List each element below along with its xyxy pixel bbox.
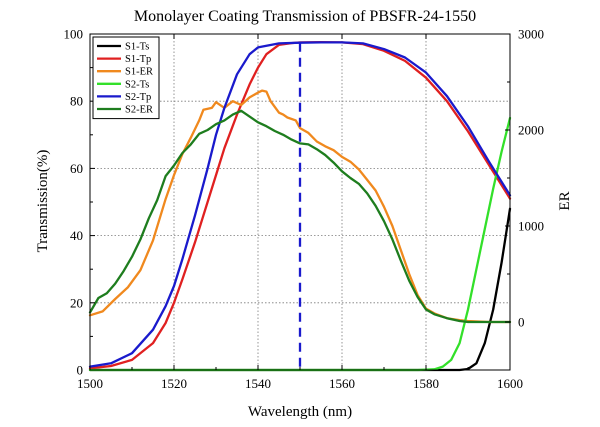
y2-tick-label: 0 [518, 315, 525, 330]
legend-label-s1-tp: S1-Tp [125, 54, 151, 65]
legend-label-s2-tp: S2-Tp [125, 92, 151, 103]
legend-label-s2-ts: S2-Ts [125, 79, 149, 90]
y2-tick-label: 1000 [518, 219, 544, 234]
x-tick-label: 1500 [77, 376, 103, 391]
y-tick-label: 40 [70, 228, 83, 243]
x-axis-title: Wavelength (nm) [248, 404, 352, 420]
y2-tick-label: 3000 [518, 27, 544, 42]
y-tick-label: 60 [70, 161, 83, 176]
legend-label-s1-er: S1-ER [125, 67, 153, 78]
legend-box [92, 36, 160, 120]
legend-label-s2-er: S2-ER [125, 105, 153, 116]
legend-label-s1-ts: S1-Ts [125, 42, 149, 53]
x-tick-label: 1600 [497, 376, 523, 391]
axes-layer: 1500 1520 1540 1560 1580 16000204060801000100… [64, 27, 545, 392]
y2-tick-label: 2000 [518, 123, 544, 138]
x-tick-label: 1540 [245, 376, 271, 391]
y-axis-title: Transmission(%) [35, 150, 51, 253]
x-tick-label: 1560 [329, 376, 355, 391]
y-tick-label: 80 [70, 94, 83, 109]
x-tick-label: 1580 [413, 376, 439, 391]
series-line-s2-ts [88, 116, 512, 372]
series-line-s2-er [88, 109, 512, 324]
series-layer [88, 40, 512, 372]
series-line-s1-tp [88, 40, 512, 370]
y2-axis-title: ER [557, 191, 573, 210]
x-tick-label: 1520 [161, 376, 187, 391]
series-line-s2-tp [88, 41, 512, 368]
y-tick-label: 0 [77, 363, 84, 378]
y-tick-label: 20 [70, 295, 83, 310]
y-tick-label: 100 [64, 27, 84, 42]
series-line-s1-er [88, 89, 512, 324]
chart-title: Monolayer Coating Transmission of PBSFR-… [134, 8, 476, 25]
